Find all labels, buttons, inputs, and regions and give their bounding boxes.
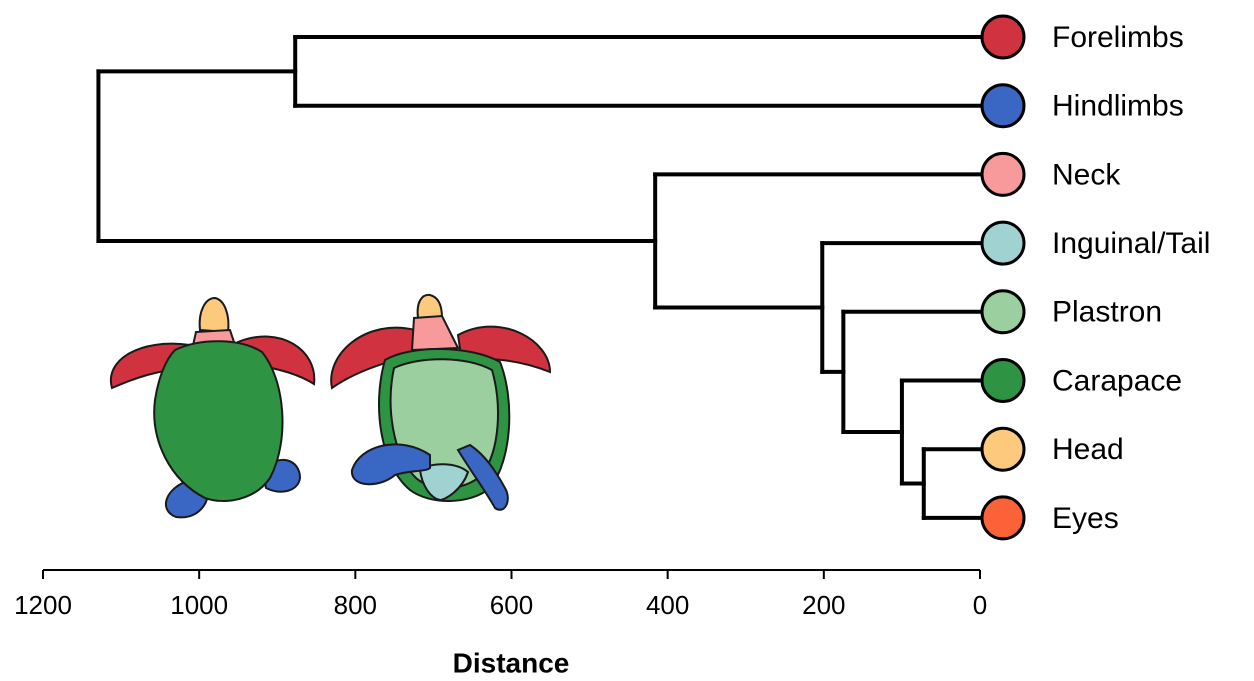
x-tick-label: 800 [334, 590, 377, 620]
leaf-label: Plastron [1052, 296, 1162, 329]
leaf-node [980, 289, 1026, 335]
leaf-label: Neck [1052, 158, 1121, 191]
leaf-node [980, 358, 1026, 403]
x-tick-label: 400 [646, 590, 689, 620]
leaf-node [980, 14, 1026, 60]
leaf-node [980, 151, 1026, 197]
x-tick-label: 1200 [14, 590, 72, 620]
leaf-node [980, 495, 1026, 541]
x-tick-label: 200 [802, 590, 845, 620]
turtle-dorsal-illustration [109, 296, 316, 519]
leaf-label: Hindlimbs [1052, 90, 1184, 123]
leaf-node [980, 83, 1026, 129]
x-tick-label: 600 [490, 590, 533, 620]
leaf-label: Eyes [1052, 502, 1119, 535]
x-tick-label: 1000 [170, 590, 228, 620]
leaf-label: Inguinal/Tail [1052, 227, 1210, 260]
leaf-label: Forelimbs [1052, 21, 1184, 54]
leaf-label: Head [1052, 433, 1124, 466]
leaf-node [980, 220, 1026, 266]
x-tick-label: 0 [973, 590, 987, 620]
leaf-label: Carapace [1052, 364, 1182, 397]
x-axis-title: Distance [453, 647, 570, 678]
leaf-node [980, 426, 1026, 472]
turtle-ventral-illustration [330, 293, 552, 511]
